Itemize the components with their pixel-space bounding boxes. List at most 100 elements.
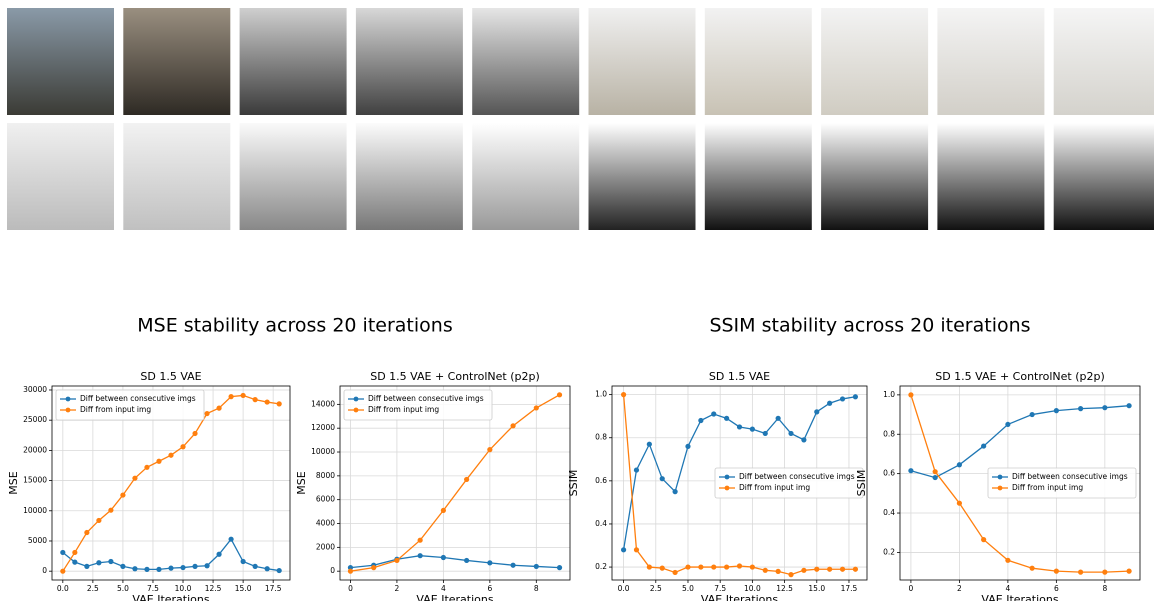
data-point: [72, 550, 77, 555]
y-tick-label: 14000: [311, 399, 335, 408]
legend-label: Diff between consecutive imgs: [1012, 472, 1128, 481]
y-tick-label: 15000: [23, 476, 47, 485]
data-point: [265, 566, 270, 571]
legend-marker: [725, 475, 730, 480]
data-point: [60, 550, 65, 555]
data-point: [788, 431, 793, 436]
image-tile: [1054, 8, 1154, 115]
series-line: [350, 556, 559, 568]
data-point: [750, 427, 755, 432]
data-point: [840, 567, 845, 572]
image-tile: [937, 123, 1044, 230]
x-tick-label: 10.0: [175, 584, 192, 593]
data-point: [763, 568, 768, 573]
data-point: [853, 394, 858, 399]
y-tick-label: 12000: [311, 423, 335, 432]
x-tick-label: 15.0: [808, 584, 825, 593]
y-tick-label: 25000: [23, 415, 47, 424]
data-point: [277, 401, 282, 406]
image-tile: [937, 8, 1044, 115]
image-tile: [821, 123, 928, 230]
x-tick-label: 15.0: [235, 584, 252, 593]
data-point: [241, 559, 246, 564]
data-point: [441, 555, 446, 560]
legend-label: Diff from input img: [368, 405, 439, 414]
x-tick-label: 10.0: [744, 584, 761, 593]
y-tick-label: 8000: [316, 471, 335, 480]
x-tick-label: 4: [1005, 584, 1010, 593]
data-point: [229, 394, 234, 399]
data-point: [1102, 570, 1107, 575]
figure: MSE stability across 20 iterations SSIM …: [0, 0, 1154, 601]
y-tick-label: 10000: [311, 447, 335, 456]
x-tick-label: 7.5: [714, 584, 726, 593]
image-tile: [356, 123, 463, 230]
data-point: [737, 424, 742, 429]
y-tick-label: 0: [42, 566, 47, 575]
data-point: [96, 518, 101, 523]
y-axis-label: SSIM: [567, 470, 580, 497]
y-tick-label: 1.0: [883, 390, 895, 399]
y-tick-label: 20000: [23, 445, 47, 454]
data-point: [192, 431, 197, 436]
x-axis-label: VAE Iterations: [132, 593, 209, 601]
data-point: [108, 508, 113, 513]
data-point: [1054, 408, 1059, 413]
data-point: [216, 552, 221, 557]
legend-label: Diff from input img: [80, 405, 151, 414]
legend-label: Diff between consecutive imgs: [80, 394, 196, 403]
data-point: [418, 538, 423, 543]
data-point: [776, 569, 781, 574]
x-axis-label: VAE Iterations: [981, 593, 1058, 601]
y-tick-label: 2000: [316, 542, 335, 551]
data-point: [371, 565, 376, 570]
data-point: [441, 508, 446, 513]
x-tick-label: 0.0: [618, 584, 630, 593]
chart-title: SD 1.5 VAE + ControlNet (p2p): [935, 370, 1105, 383]
data-point: [1054, 569, 1059, 574]
y-tick-label: 0.8: [595, 433, 607, 442]
image-tile: [240, 123, 347, 230]
legend-label: Diff from input img: [1012, 483, 1083, 492]
legend-marker: [998, 475, 1003, 480]
x-tick-label: 17.5: [265, 584, 282, 593]
y-tick-label: 0.2: [595, 562, 607, 571]
data-point: [724, 564, 729, 569]
data-point: [1030, 566, 1035, 571]
data-point: [1078, 406, 1083, 411]
y-tick-label: 10000: [23, 506, 47, 515]
x-tick-label: 12.5: [776, 584, 793, 593]
image-tile: [589, 123, 696, 230]
data-point: [1030, 412, 1035, 417]
x-tick-label: 0.0: [57, 584, 69, 593]
data-point: [180, 444, 185, 449]
data-point: [253, 564, 258, 569]
data-point: [394, 558, 399, 563]
data-point: [156, 567, 161, 572]
chart-title: SD 1.5 VAE + ControlNet (p2p): [370, 370, 540, 383]
data-point: [698, 564, 703, 569]
y-tick-label: 0: [330, 566, 335, 575]
legend-label: Diff between consecutive imgs: [739, 472, 855, 481]
legend-marker: [998, 486, 1003, 491]
data-point: [698, 418, 703, 423]
chart-title: SD 1.5 VAE: [709, 370, 770, 383]
series-line: [350, 395, 559, 571]
data-point: [724, 416, 729, 421]
data-point: [1005, 422, 1010, 427]
x-axis-label: VAE Iterations: [416, 593, 493, 601]
chart-title: SD 1.5 VAE: [140, 370, 201, 383]
y-tick-label: 5000: [28, 536, 47, 545]
data-point: [621, 392, 626, 397]
data-point: [557, 565, 562, 570]
data-point: [908, 468, 913, 473]
y-tick-label: 0.4: [883, 508, 895, 517]
data-point: [814, 567, 819, 572]
x-tick-label: 4: [441, 584, 446, 593]
data-point: [737, 563, 742, 568]
y-tick-label: 0.6: [883, 469, 895, 478]
data-point: [241, 393, 246, 398]
data-point: [853, 567, 858, 572]
legend-marker: [354, 397, 359, 402]
x-tick-label: 2.5: [87, 584, 99, 593]
